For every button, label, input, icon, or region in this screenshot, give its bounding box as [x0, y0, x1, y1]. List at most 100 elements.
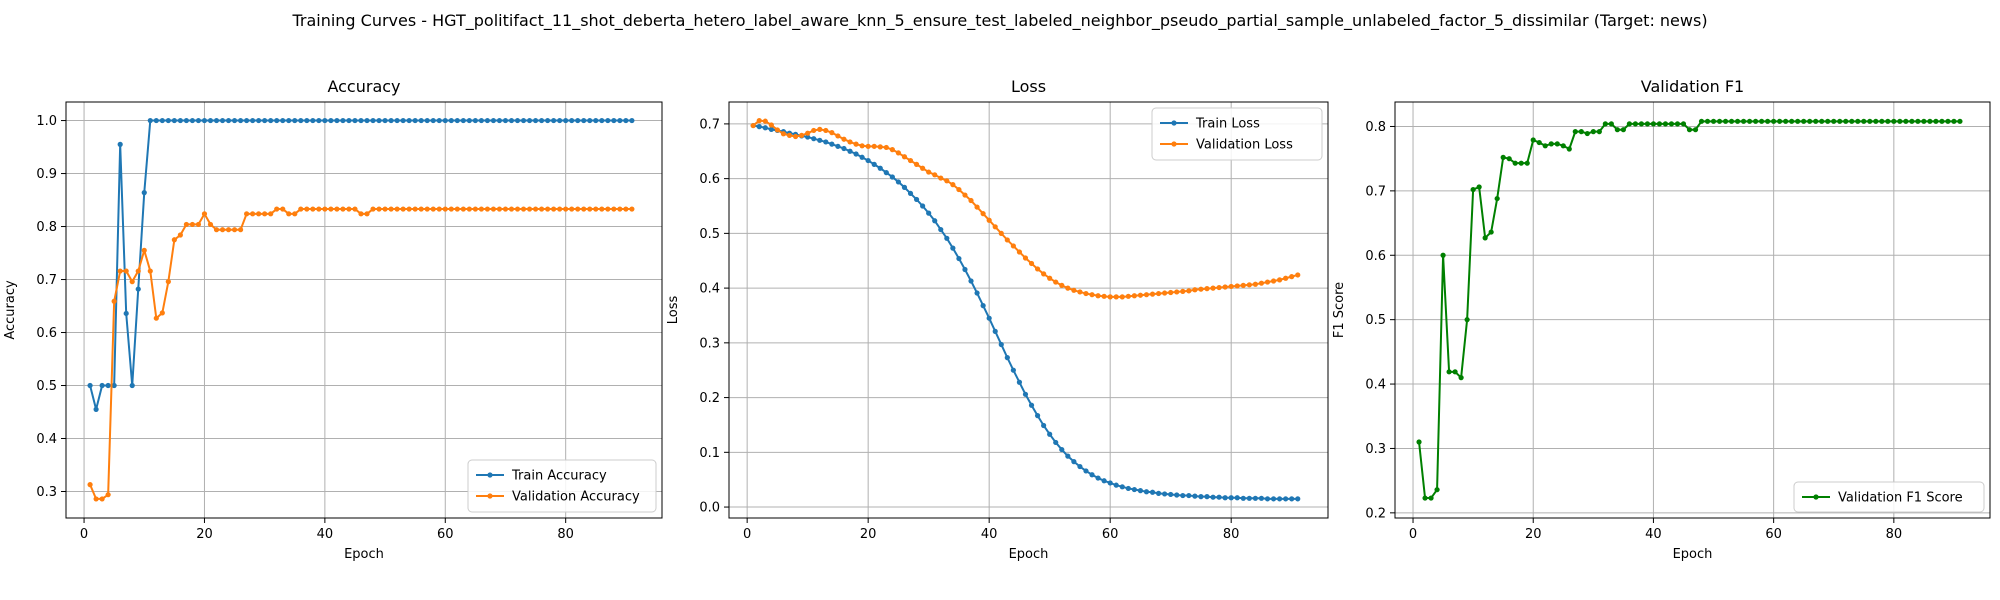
- validation-accuracy-point: [171, 237, 177, 243]
- validation-f1-score-point: [1777, 118, 1783, 124]
- validation-loss-point: [938, 175, 944, 181]
- train-accuracy-point: [496, 117, 503, 124]
- validation-f1-score-point: [1740, 118, 1747, 124]
- y-axis-label: Accuracy: [3, 280, 18, 340]
- validation-loss-point: [829, 130, 835, 136]
- train-loss-point: [1022, 391, 1029, 397]
- validation-f1-score-point: [1530, 137, 1536, 143]
- validation-loss-point: [1125, 293, 1131, 299]
- train-loss-point: [1071, 459, 1077, 465]
- train-loss-point: [1210, 494, 1216, 500]
- validation-accuracy-point: [340, 206, 346, 212]
- validation-accuracy-point: [346, 206, 352, 212]
- validation-loss-point: [889, 147, 895, 153]
- validation-accuracy-point: [460, 206, 466, 212]
- train-loss-point: [1264, 496, 1271, 502]
- train-accuracy-point: [334, 117, 340, 124]
- train-loss-point: [901, 184, 908, 190]
- plot-frame: [728, 101, 1329, 519]
- train-accuracy-point: [557, 117, 563, 124]
- train-accuracy-point: [141, 190, 147, 196]
- train-accuracy-point: [520, 117, 527, 124]
- validation-accuracy-point: [159, 310, 165, 316]
- validation-f1-score-point: [1915, 118, 1921, 124]
- train-loss-legend-label: Train Loss: [1195, 117, 1260, 132]
- validation-loss-point: [1186, 288, 1192, 294]
- train-accuracy-point: [135, 286, 141, 292]
- validation-loss-point: [1149, 291, 1156, 297]
- y-tick-label: 0.5: [36, 379, 57, 394]
- validation-loss-point: [1107, 294, 1113, 300]
- train-loss-point: [1240, 495, 1246, 501]
- train-accuracy-point: [183, 117, 189, 124]
- validation-accuracy-point: [599, 206, 605, 212]
- validation-accuracy-point: [322, 206, 328, 212]
- train-accuracy-point: [87, 382, 93, 389]
- validation-accuracy-legend-label: Validation Accuracy: [512, 490, 640, 505]
- validation-loss-point: [1258, 280, 1265, 286]
- train-accuracy-point: [111, 382, 117, 389]
- validation-accuracy-point: [358, 211, 364, 217]
- validation-accuracy-point: [629, 206, 635, 212]
- validation-accuracy-point: [394, 206, 400, 212]
- train-accuracy-point: [508, 117, 515, 124]
- train-loss-point: [1143, 489, 1150, 495]
- train-accuracy-point: [424, 117, 430, 124]
- validation-f1-score-point: [1428, 495, 1434, 501]
- train-accuracy-point: [207, 117, 214, 124]
- validation-f1-score-point: [1488, 229, 1494, 235]
- validation-f1-score-point: [1452, 369, 1458, 375]
- validation-f1-score-point: [1446, 369, 1452, 375]
- validation-loss-point: [768, 122, 774, 128]
- validation-accuracy-point: [545, 206, 551, 212]
- validation-f1-score-point: [1945, 118, 1951, 124]
- validation-loss-point: [774, 127, 781, 133]
- train-loss-point: [980, 303, 986, 309]
- validation-f1-score-point: [1891, 118, 1897, 124]
- validation-loss-point: [847, 139, 853, 145]
- x-tick-label: 0: [743, 527, 751, 542]
- validation-accuracy-point: [520, 206, 527, 212]
- train-loss-point: [1095, 475, 1101, 481]
- y-tick-label: 0.7: [699, 117, 720, 132]
- validation-loss-point: [1270, 278, 1277, 284]
- y-tick-label: 0.5: [1365, 313, 1386, 328]
- validation-loss-point: [1216, 284, 1222, 291]
- y-tick-label: 0.7: [1365, 184, 1386, 199]
- validation-loss-point: [780, 131, 787, 137]
- train-accuracy-point: [159, 117, 165, 124]
- validation-loss-point: [968, 197, 974, 204]
- train-loss-point: [847, 148, 853, 154]
- train-loss-point: [877, 165, 883, 171]
- validation-f1-score-line: [1418, 120, 1960, 500]
- validation-accuracy-point: [442, 206, 448, 212]
- train-loss-point: [1295, 496, 1301, 502]
- validation-accuracy-point: [147, 268, 153, 274]
- validation-f1-score-point: [1554, 141, 1560, 147]
- y-tick-label: 0.0: [699, 501, 720, 516]
- validation-loss-point: [1101, 293, 1107, 299]
- validation-f1-score-point: [1620, 127, 1626, 133]
- train-accuracy-point: [195, 117, 202, 124]
- validation-accuracy-point: [111, 298, 117, 304]
- validation-f1-score-point: [1668, 121, 1675, 127]
- train-accuracy-point: [256, 117, 262, 124]
- train-loss-point: [1077, 463, 1083, 470]
- validation-accuracy-point: [430, 206, 436, 212]
- validation-loss-point: [932, 172, 938, 178]
- train-accuracy-point: [593, 117, 599, 124]
- validation-loss-point: [1162, 290, 1168, 296]
- validation-accuracy-point: [388, 206, 394, 212]
- train-accuracy-point: [280, 117, 286, 124]
- validation-accuracy-point: [400, 206, 406, 212]
- train-loss-point: [811, 136, 817, 142]
- train-accuracy-point: [466, 117, 472, 124]
- validation-accuracy-point: [466, 206, 472, 212]
- validation-accuracy-point: [472, 206, 478, 212]
- validation-f1-score-point: [1843, 118, 1849, 124]
- train-loss-point: [768, 126, 774, 132]
- validation-accuracy-point: [418, 206, 424, 212]
- validation-loss-point: [1168, 289, 1174, 296]
- validation-f1-score-point: [1476, 184, 1482, 190]
